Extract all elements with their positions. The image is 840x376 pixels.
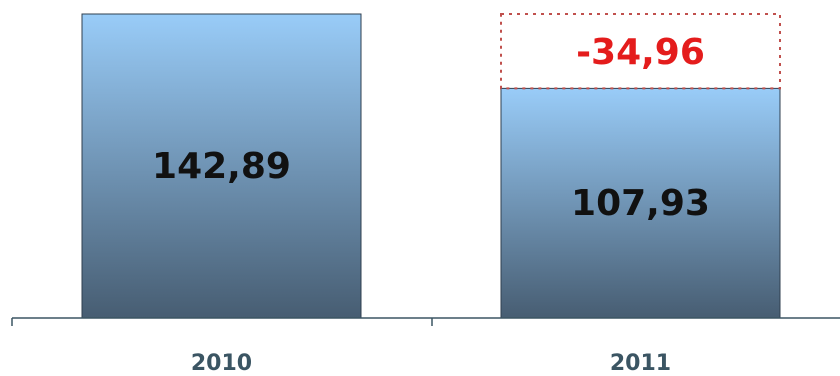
difference-annotation: -34,96 <box>500 13 781 90</box>
difference-label: -34,96 <box>576 32 705 73</box>
bars-layer <box>81 13 781 319</box>
x-tick-label-2011: 2011 <box>610 351 671 376</box>
x-tick-label-2010: 2010 <box>191 351 252 376</box>
bar-2010 <box>81 13 362 319</box>
labels-layer: 142,89 107,93 <box>152 146 710 224</box>
x-axis: 2010 2011 <box>11 317 840 376</box>
bar-value-label-2011: 107,93 <box>571 183 710 224</box>
bar-2011 <box>500 87 781 319</box>
bar-value-label-2010: 142,89 <box>152 146 291 187</box>
